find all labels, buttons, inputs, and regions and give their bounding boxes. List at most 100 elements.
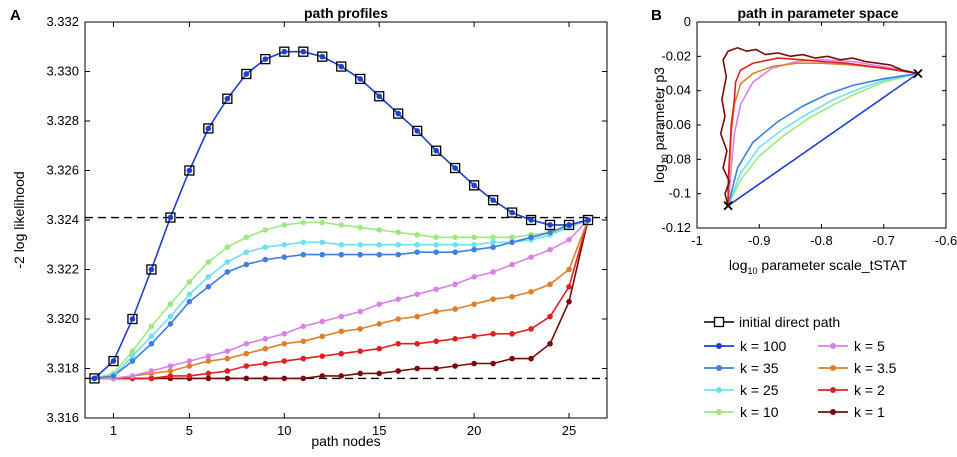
data-point [376, 370, 383, 377]
data-point [243, 375, 250, 382]
data-point [433, 338, 439, 345]
data-point [452, 249, 458, 255]
path-line [727, 57, 919, 206]
y-tick-label: 3.324 [46, 212, 79, 227]
legend-marker [830, 365, 836, 371]
data-point [300, 338, 307, 345]
data-point [395, 316, 402, 322]
data-point [243, 234, 250, 241]
data-point [338, 313, 345, 320]
legend-label: k = 3.5 [854, 360, 897, 376]
initial-path-marker [260, 53, 271, 65]
data-point [91, 375, 98, 382]
data-point [167, 301, 174, 307]
panel-b-xlabel: log10 parameter scale_tSTAT [729, 257, 908, 276]
data-point [186, 363, 193, 369]
data-point [547, 229, 553, 236]
x-tick-label: 1 [110, 423, 117, 438]
data-point [224, 368, 231, 374]
data-point [566, 222, 572, 228]
legend: initial direct path k = 100 k = 35 k = 25 k … [704, 314, 897, 420]
data-point [357, 348, 364, 354]
data-point [585, 217, 591, 223]
legend-label: k = 35 [740, 360, 779, 376]
data-point [395, 229, 402, 236]
data-point [281, 48, 288, 55]
data-point [167, 313, 174, 320]
data-point [490, 331, 496, 337]
x-tick-label: 20 [467, 423, 481, 438]
data-point [414, 249, 420, 255]
x-tick-label: -0.8 [810, 233, 832, 248]
panel-a-xlabel: path nodes [311, 433, 380, 449]
data-point [148, 340, 155, 347]
initial-path-marker [412, 125, 423, 137]
data-point [262, 375, 269, 382]
data-point [243, 340, 250, 347]
x-tick-label: -0.9 [748, 233, 770, 248]
initial-path-marker [241, 68, 252, 80]
data-point [566, 237, 572, 243]
data-point [167, 363, 174, 369]
data-point [414, 128, 420, 134]
data-point [414, 241, 420, 248]
initial-path-marker [298, 46, 309, 57]
y-tick-label: 3.316 [46, 410, 79, 425]
panel-a-label: A [10, 7, 21, 24]
path-line [727, 62, 919, 206]
data-point [319, 219, 326, 226]
data-point [110, 358, 117, 364]
data-point [357, 370, 364, 377]
y-tick-label: 3.332 [46, 14, 79, 29]
initial-path-marker [393, 108, 404, 119]
data-point [357, 224, 364, 231]
data-point [224, 95, 231, 102]
data-point [566, 266, 572, 273]
panel-b-plot: -1 -0.9 -0.8 -0.7 -0.6 -0.12-0.1-0.08-0.06-0… [661, 14, 957, 248]
x-tick-label: -0.7 [873, 233, 895, 248]
data-point [471, 246, 477, 253]
data-point [338, 63, 345, 70]
data-point [243, 71, 250, 77]
initial-path-marker [355, 73, 366, 85]
data-point [300, 219, 307, 226]
data-point [433, 234, 439, 241]
panel-b-title: path in parameter space [737, 5, 898, 21]
data-point [281, 331, 288, 337]
data-point [509, 239, 515, 246]
data-point [433, 249, 439, 255]
initial-path-marker [563, 219, 575, 231]
path-line [727, 72, 919, 206]
y-tick-label: 3.318 [46, 361, 79, 376]
initial-path-marker [487, 195, 499, 206]
data-point [129, 316, 136, 322]
legend-label: initial direct path [739, 314, 840, 330]
initial-path-marker [468, 180, 480, 191]
data-point [300, 323, 307, 330]
data-point [395, 251, 402, 258]
y-ticks: -0.12 -0.1 -0.08 -0.06 -0.04 -0.02 0 [661, 14, 946, 235]
path-line [719, 46, 919, 206]
data-point [186, 167, 193, 174]
data-point [509, 293, 515, 300]
data-point [547, 246, 553, 253]
path-line [727, 72, 919, 207]
data-point [262, 227, 269, 233]
data-point [490, 234, 496, 241]
initial-path-marker [525, 214, 537, 226]
data-point [319, 353, 326, 359]
data-point [547, 222, 553, 228]
data-point [452, 234, 458, 241]
initial-path-marker [317, 51, 328, 62]
path-line [727, 72, 919, 206]
data-point [414, 365, 420, 372]
y-tick-label: 0 [684, 14, 691, 29]
legend-label: k = 2 [854, 382, 885, 398]
data-point [490, 296, 496, 303]
data-point [509, 355, 515, 362]
initial-path-marker [203, 123, 214, 134]
endpoint-markers [723, 68, 923, 211]
data-point [224, 348, 231, 354]
data-point [376, 321, 383, 327]
data-point [243, 249, 250, 255]
